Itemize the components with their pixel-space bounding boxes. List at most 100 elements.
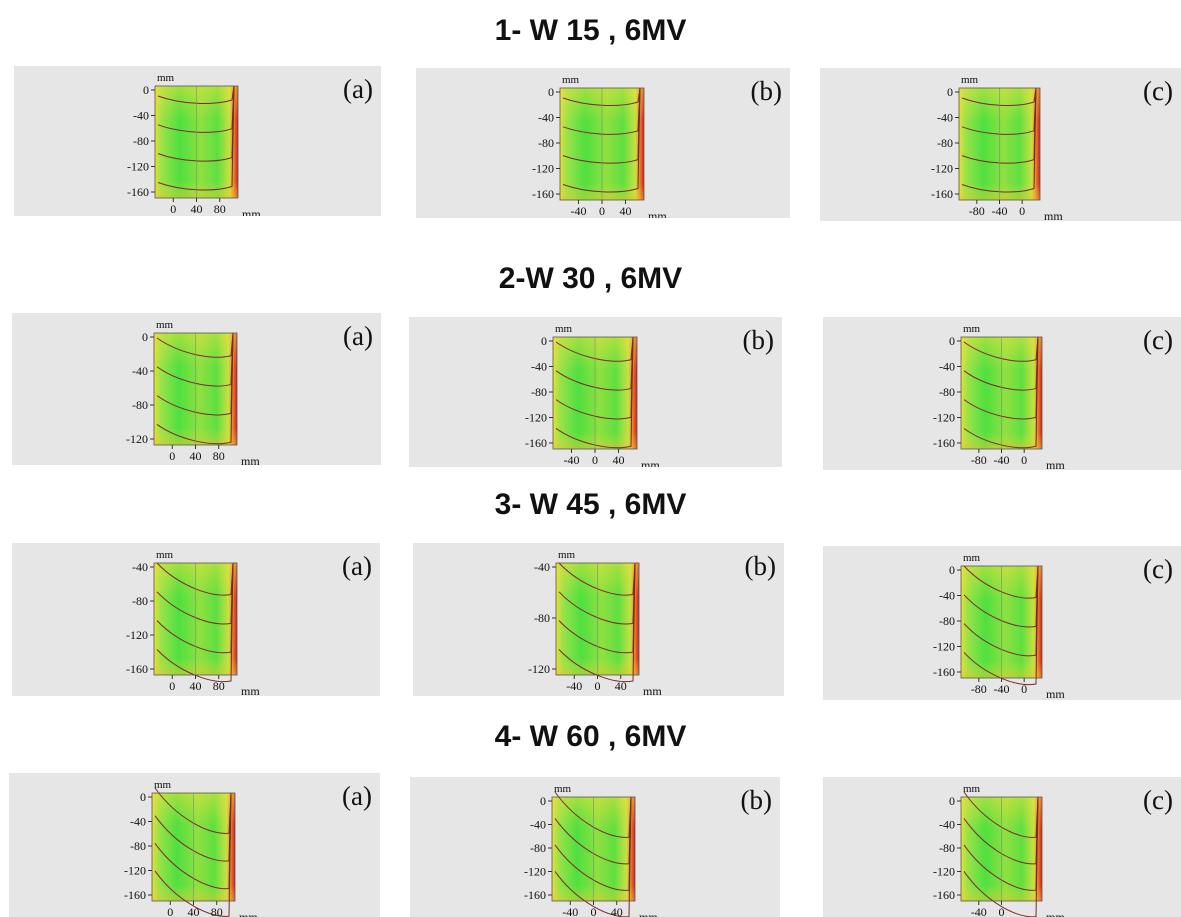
- x-tick-label: 80: [211, 905, 223, 917]
- panel-label: (c): [1143, 785, 1173, 815]
- isodose-curve: [963, 791, 1039, 838]
- dose-panel: -40 -80 -120 mm -40 0 40 mm (b): [413, 543, 784, 696]
- isodose-curve: [963, 796, 1039, 865]
- y-tick-label: 0: [947, 85, 953, 99]
- isodose-curve: [558, 562, 636, 683]
- y-tick-label: -40: [937, 111, 953, 125]
- isodose-curve: [156, 332, 234, 387]
- isodose-curve: [558, 562, 636, 654]
- x-unit: mm: [1044, 209, 1063, 221]
- x-tick-label: 0: [169, 679, 175, 693]
- isodose-curve: [963, 796, 1039, 891]
- x-tick-label: -40: [994, 453, 1010, 467]
- y-tick-label: -160: [126, 662, 148, 676]
- y-tick-label: 0: [142, 330, 148, 344]
- x-tick-label: 0: [599, 204, 605, 218]
- x-unit: mm: [1046, 458, 1065, 470]
- isodose-curve: [963, 336, 1039, 449]
- y-tick-label: 0: [949, 794, 955, 808]
- section-title: 2-W 30 , 6MV: [498, 262, 683, 295]
- x-tick-label: -80: [971, 682, 987, 696]
- panel-graphic: 0 -40 -80 -120 -160 mm -80 -40 0 mm (c): [933, 323, 1173, 470]
- y-tick-label: 0: [143, 83, 149, 97]
- y-tick-label: -160: [933, 665, 955, 679]
- x-tick-label: -40: [570, 204, 586, 218]
- isodose-curve: [154, 792, 232, 890]
- panel-graphic: 0 -40 -80 -120 -160 mm -40 0 40 mm (b): [524, 783, 772, 917]
- y-tick-label: -40: [939, 360, 955, 374]
- y-tick-label: 0: [949, 334, 955, 348]
- y-tick-label: -120: [528, 662, 550, 676]
- isodose-curve: [963, 565, 1039, 686]
- x-unit: mm: [648, 209, 667, 218]
- y-unit: mm: [554, 783, 572, 795]
- isodose-curve: [558, 562, 636, 625]
- panel-graphic: 0 -40 -80 -120 -160 mm -40 0 40 mm (b): [525, 323, 774, 467]
- x-tick-label: 0: [595, 679, 601, 693]
- x-tick-label: 0: [170, 202, 176, 216]
- isodose-curve: [562, 87, 641, 164]
- x-unit: mm: [639, 910, 658, 917]
- isodose-curve: [961, 87, 1037, 106]
- panel-label: (b): [741, 785, 772, 815]
- y-unit: mm: [157, 72, 175, 84]
- isodose-curve: [156, 562, 234, 654]
- isodose-curve: [156, 332, 234, 445]
- isodose-curve: [558, 562, 636, 596]
- x-tick-label: 40: [615, 679, 627, 693]
- y-tick-label: 0: [540, 794, 546, 808]
- isodose-curve: [963, 565, 1039, 657]
- isodose-curve: [156, 562, 234, 625]
- y-tick-label: -80: [937, 136, 953, 150]
- x-unit: mm: [1046, 687, 1065, 700]
- dose-panel: 0 -40 -80 -120 mm 0 40 80 mm (a): [12, 313, 381, 465]
- isodose-curve: [562, 87, 641, 106]
- dose-panel: 0 -40 -80 -120 -160 mm -40 0 mm (c): [823, 777, 1181, 917]
- y-tick-label: 0: [140, 790, 146, 804]
- isodose-curve: [156, 562, 234, 596]
- y-tick-label: 0: [541, 334, 547, 348]
- isodose-curve: [554, 796, 632, 891]
- x-tick-label: 0: [999, 905, 1005, 917]
- isodose-curve: [963, 336, 1039, 391]
- isodose-curve: [555, 336, 634, 449]
- y-tick-label: -120: [126, 628, 148, 642]
- dose-panel: 0 -40 -80 -120 -160 mm -40 0 40 mm (b): [410, 777, 780, 917]
- dose-panel: 0 -40 -80 -120 -160 mm 0 40 80 mm (a): [14, 66, 381, 216]
- y-tick-label: 0: [949, 563, 955, 577]
- panel-label: (a): [343, 321, 373, 351]
- x-tick-label: -80: [969, 204, 985, 218]
- y-tick-label: -80: [939, 841, 955, 855]
- y-unit: mm: [558, 549, 576, 561]
- y-tick-label: -80: [133, 134, 149, 148]
- y-unit: mm: [963, 323, 981, 335]
- y-tick-label: -40: [531, 360, 547, 374]
- panel-label: (a): [343, 74, 373, 104]
- x-tick-label: 0: [1019, 204, 1025, 218]
- panel-label: (c): [1143, 325, 1173, 355]
- section-title: 4- W 60 , 6MV: [494, 720, 687, 753]
- y-tick-label: -120: [524, 865, 546, 879]
- panel-graphic: 0 -40 -80 -120 -160 mm 0 40 80 mm (a): [124, 779, 372, 917]
- x-tick-label: -40: [994, 682, 1010, 696]
- x-tick-label: 40: [188, 905, 200, 917]
- x-tick-label: 80: [213, 449, 225, 463]
- x-tick-label: -40: [992, 204, 1008, 218]
- x-tick-label: 40: [620, 204, 632, 218]
- y-tick-label: -40: [530, 818, 546, 832]
- y-unit: mm: [961, 74, 979, 86]
- y-tick-label: -120: [127, 160, 149, 174]
- y-tick-label: -120: [532, 162, 554, 176]
- x-tick-label: -80: [971, 453, 987, 467]
- dose-panel: 0 -40 -80 -120 -160 mm -80 -40 0 mm (c): [820, 68, 1181, 221]
- isodose-curve: [555, 336, 634, 420]
- panel-label: (a): [342, 781, 372, 811]
- y-tick-label: -40: [130, 815, 146, 829]
- panel-graphic: 0 -40 -80 -120 -160 mm -80 -40 0 mm (c): [931, 74, 1173, 221]
- y-unit: mm: [154, 779, 172, 791]
- isodose-curve: [156, 562, 234, 683]
- x-unit: mm: [643, 684, 662, 696]
- x-unit: mm: [1046, 910, 1065, 917]
- isodose-curve: [157, 85, 235, 133]
- isodose-curve: [562, 87, 641, 193]
